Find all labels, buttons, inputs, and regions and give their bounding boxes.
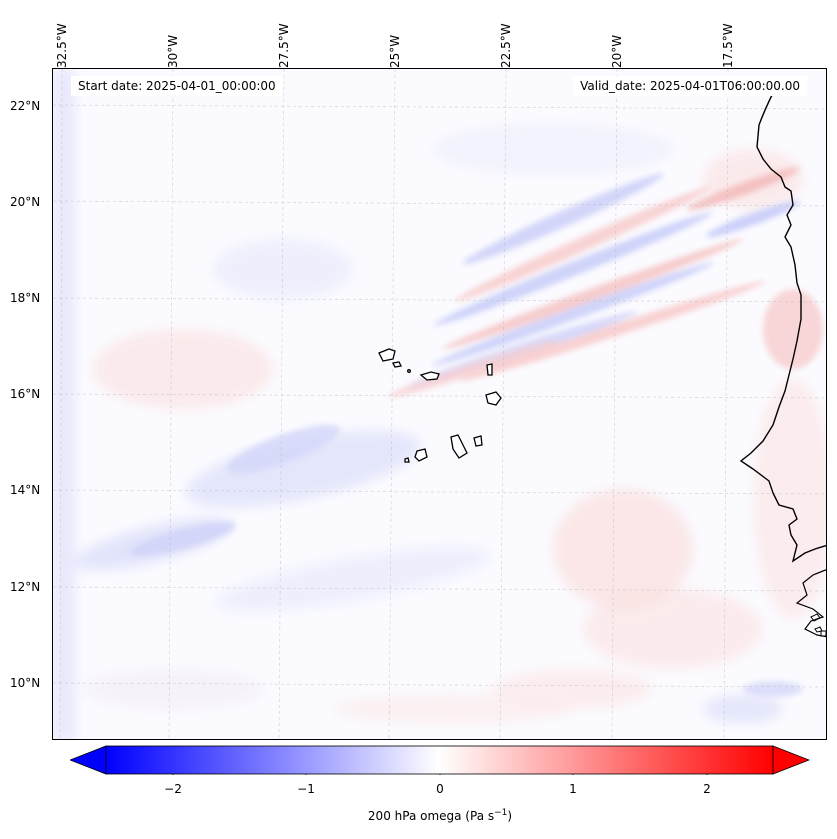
- lon-label: 32.5°W: [55, 23, 69, 68]
- africa-coastline: [739, 92, 826, 563]
- omega-field-map: [53, 69, 826, 739]
- colorbar-tick-label: 2: [703, 782, 711, 796]
- lat-label: 14°N: [10, 483, 41, 497]
- colorbar-label: 200 hPa omega (Pa s−1): [0, 808, 837, 823]
- lon-label: 17.5°W: [721, 23, 735, 68]
- colorbar-tick-label: −1: [297, 782, 315, 796]
- colorbar-ticks: [172, 774, 708, 775]
- africa-coastline-south: [795, 569, 826, 638]
- omega-wave-bands: [129, 167, 823, 697]
- lon-label: 25°W: [388, 34, 402, 68]
- lat-label: 18°N: [10, 291, 41, 305]
- santa-luzia: [407, 369, 411, 373]
- valid-date-label: Valid_date: 2025-04-01T06:00:00.00: [573, 76, 807, 96]
- maio: [473, 435, 483, 447]
- lat-label: 10°N: [10, 676, 41, 690]
- boa-vista: [485, 391, 502, 406]
- colorbar-tick-label: −2: [164, 782, 182, 796]
- santiago: [450, 434, 468, 459]
- lat-label: 20°N: [10, 195, 41, 209]
- lon-label: 27.5°W: [277, 23, 291, 68]
- brava: [404, 457, 410, 463]
- sal: [486, 363, 493, 376]
- colorbar-tick-label: 1: [569, 782, 577, 796]
- lat-label: 22°N: [10, 99, 41, 113]
- gridlines: [53, 69, 826, 739]
- lon-label: 22.5°W: [499, 23, 513, 68]
- sao-nicolau: [419, 371, 440, 381]
- bijagos-islands: [810, 613, 826, 637]
- santo-antao: [378, 348, 396, 362]
- fogo: [414, 448, 428, 462]
- colorbar-label-exponent: −1: [494, 808, 508, 818]
- colorbar-body: [105, 745, 774, 775]
- colorbar-label-close: ): [507, 809, 513, 823]
- start-date-label: Start date: 2025-04-01_00:00:00: [71, 76, 283, 96]
- lat-label: 16°N: [10, 387, 41, 401]
- cape-verde-islands: [378, 348, 502, 463]
- colorbar-extend-max: [772, 745, 810, 775]
- lon-label: 30°W: [166, 34, 180, 68]
- colorbar-tick-label: 0: [436, 782, 444, 796]
- lat-label: 12°N: [10, 580, 41, 594]
- colorbar-label-text: 200 hPa omega (Pa s: [367, 809, 495, 823]
- colorbar: [70, 745, 810, 775]
- colorbar-extend-min: [70, 745, 107, 775]
- lon-label: 20°W: [610, 34, 624, 68]
- map-panel[interactable]: [52, 68, 827, 740]
- sao-vicente: [392, 361, 402, 368]
- omega-shading: [53, 69, 826, 739]
